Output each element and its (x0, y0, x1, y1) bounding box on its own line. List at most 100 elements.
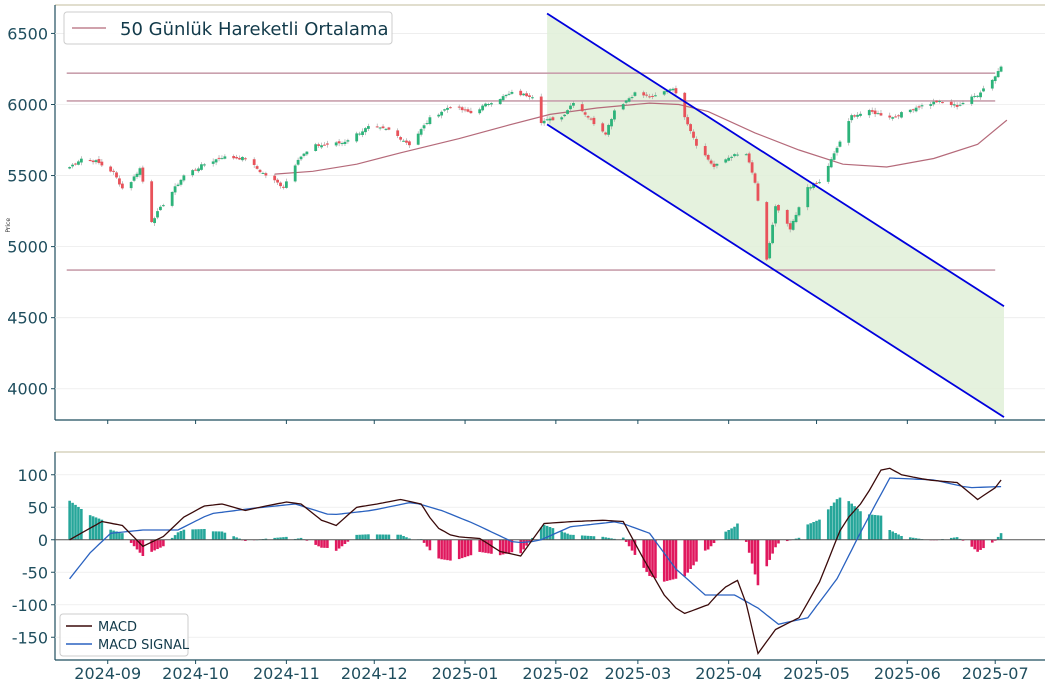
channel-lower-line (546, 123, 1005, 418)
macd-histogram-bar (671, 539, 675, 580)
candle (835, 147, 839, 153)
candle (935, 100, 939, 103)
candle (71, 164, 74, 167)
macd-histogram-bar (580, 535, 584, 540)
candle (200, 164, 203, 170)
macd-histogram-bar (132, 539, 136, 547)
macd-histogram-bar (917, 538, 921, 540)
candle (654, 95, 657, 97)
candle (337, 141, 341, 144)
candle (484, 103, 487, 107)
macd-histogram-bar (264, 538, 268, 540)
candle (736, 154, 739, 156)
price-panel: 4000 4500 5000 5500 6000 6500 Price 50 Günlük H… (5, 4, 1045, 424)
candle (211, 161, 215, 164)
candle (214, 159, 218, 163)
candle (191, 170, 195, 176)
macd-histogram-bar (481, 539, 484, 553)
candle (545, 119, 549, 121)
candle (422, 125, 426, 129)
candle (241, 156, 244, 161)
candle (238, 157, 241, 160)
macd-y-tick-label: 100 (17, 466, 48, 485)
macd-histogram-bar (460, 539, 464, 559)
candle (284, 181, 288, 188)
macd-histogram-bar (402, 535, 405, 540)
macd-histogram-bar (642, 539, 646, 568)
candle (730, 156, 733, 158)
candle (182, 175, 186, 181)
candle (252, 159, 256, 165)
candle (648, 96, 651, 98)
macd-histogram-bar (686, 539, 689, 573)
macd-histogram-bar (996, 536, 1000, 540)
macd-histogram-bar (484, 539, 487, 553)
candle (279, 182, 282, 187)
macd-histogram-bar (487, 539, 490, 554)
candle (727, 157, 731, 161)
candle (838, 141, 842, 147)
macd-y-tick-label: 0 (38, 531, 48, 550)
candle (791, 220, 795, 230)
candle (938, 100, 941, 102)
candle (756, 183, 760, 201)
candle (589, 118, 593, 120)
candle (314, 144, 318, 151)
macd-histogram-bar (466, 539, 470, 557)
candle (176, 184, 180, 186)
candle (153, 218, 156, 224)
macd-histogram-bar (220, 531, 224, 540)
candle (112, 170, 115, 172)
macd-histogram-bar (179, 531, 183, 540)
channel-upper-line (546, 12, 1005, 308)
candle (507, 93, 511, 95)
macd-histogram-bar (750, 539, 754, 564)
candle (624, 100, 628, 103)
candle (194, 169, 197, 171)
candle (135, 173, 139, 177)
candle (531, 97, 534, 99)
candle (627, 98, 631, 102)
macd-histogram-bar (601, 536, 605, 540)
candle (346, 140, 350, 142)
price-y-tick-label: 4000 (7, 380, 48, 399)
candle (334, 142, 338, 146)
candle (463, 109, 467, 111)
macd-histogram-bar (545, 525, 549, 540)
macd-histogram-bar (478, 539, 482, 552)
candle (961, 102, 965, 105)
macd-histogram-bar (314, 539, 317, 545)
candle (299, 156, 303, 160)
macd-histogram-bar (695, 539, 698, 562)
candle (908, 109, 912, 113)
macd-histogram-bar (361, 534, 364, 540)
candle (325, 143, 329, 145)
price-y-tick-label: 5500 (7, 167, 48, 186)
candle (551, 117, 555, 121)
macd-histogram-bar (211, 531, 215, 540)
macd-histogram-bar (867, 514, 871, 540)
candle (812, 183, 816, 188)
candle (955, 104, 959, 107)
macd-histogram-bar (346, 539, 350, 542)
macd-histogram-bar (879, 515, 883, 540)
ma-line (274, 102, 1008, 175)
candle (797, 207, 801, 216)
candle (753, 173, 757, 183)
price-y-axis-label: Price (5, 218, 12, 233)
macd-histogram-bar (109, 529, 112, 540)
candle (613, 110, 616, 120)
candle (958, 104, 962, 106)
candle (859, 113, 862, 116)
candle (765, 202, 769, 260)
candle (504, 94, 508, 97)
macd-histogram-bar (949, 537, 953, 540)
candle (774, 206, 777, 224)
macd-histogram-bar (548, 527, 552, 540)
candle (982, 88, 985, 92)
candle (446, 107, 449, 110)
macd-signal-line (69, 477, 1002, 626)
macd-histogram-bar (387, 534, 391, 540)
candle (156, 211, 159, 218)
